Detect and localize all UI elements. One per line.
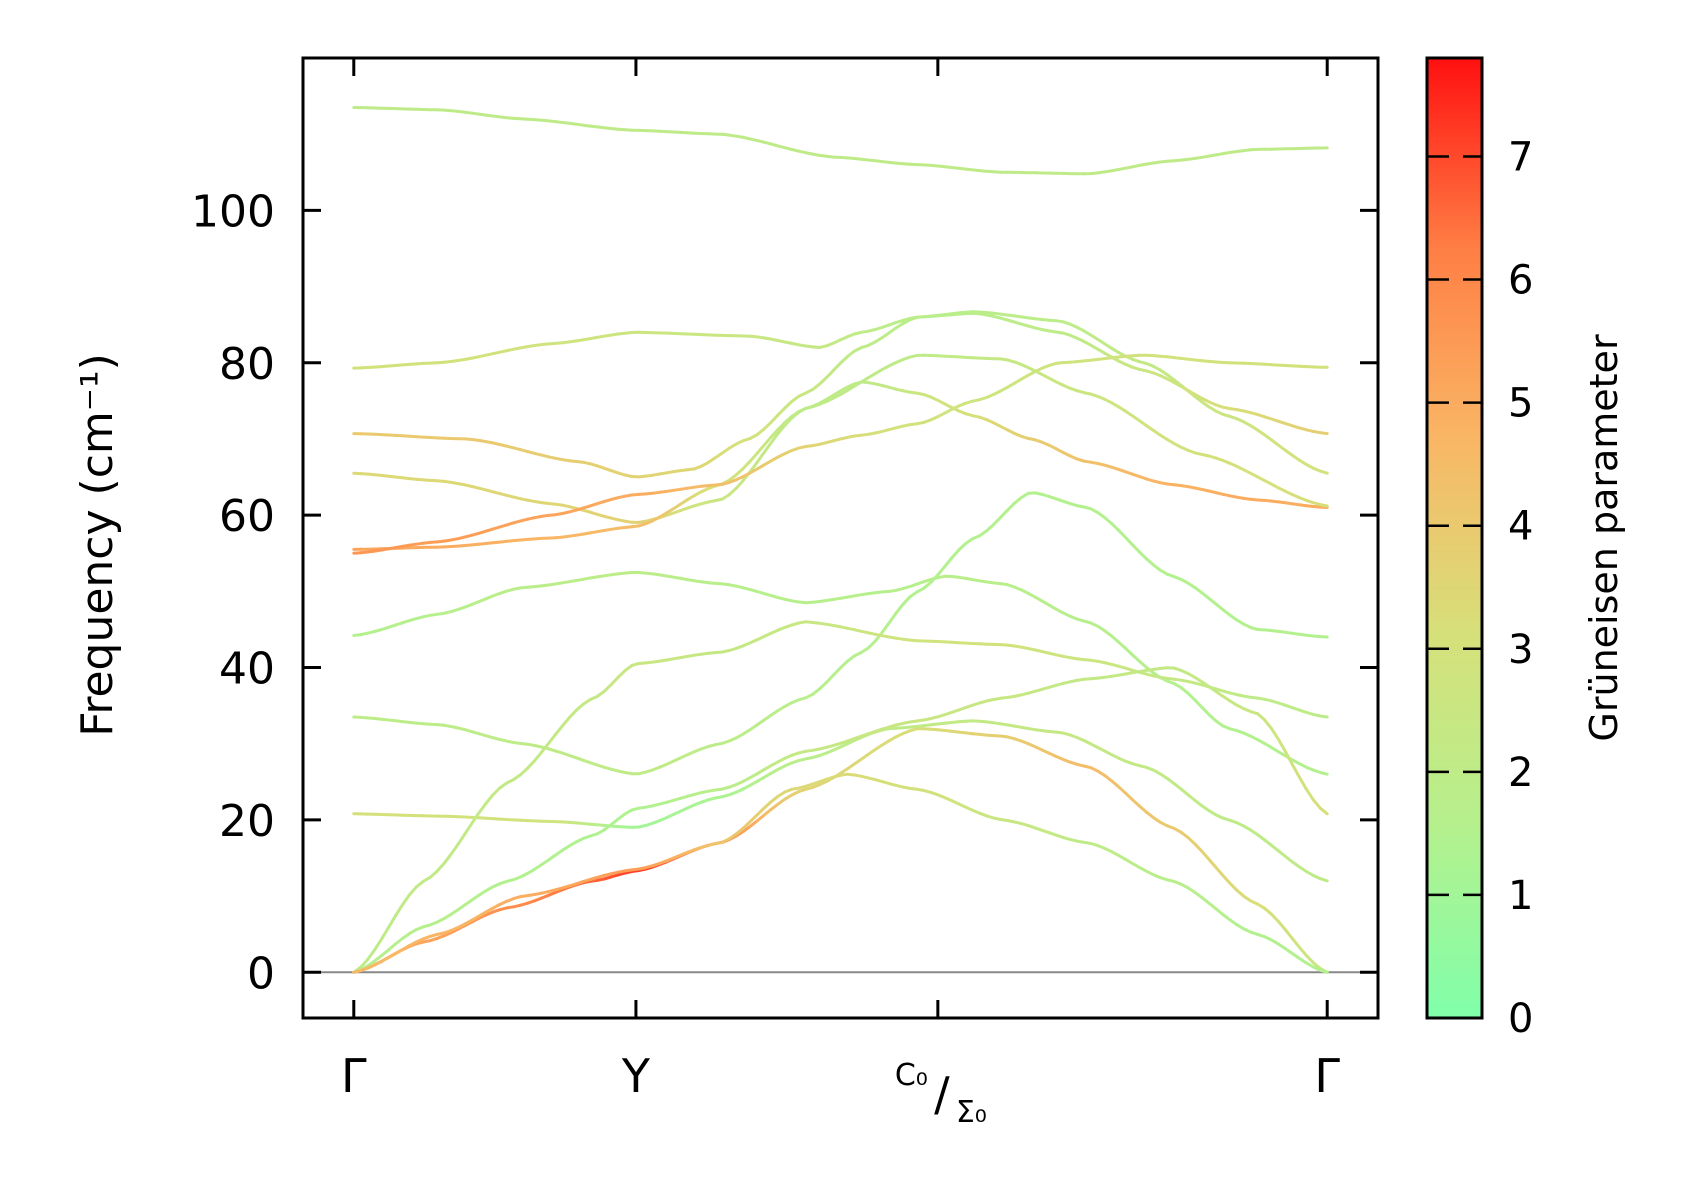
colorbar-tick-label: 3 bbox=[1508, 627, 1533, 673]
y-tick-label: 20 bbox=[219, 796, 275, 847]
band-segment bbox=[437, 863, 444, 871]
colorbar-tick-label: 5 bbox=[1508, 381, 1533, 427]
y-axis-label: Frequency (cm⁻¹) bbox=[72, 353, 123, 737]
band-segment bbox=[834, 668, 841, 675]
band-9 bbox=[354, 721, 1327, 881]
band-segment bbox=[1299, 777, 1306, 789]
band-segment bbox=[1223, 876, 1230, 884]
band-8 bbox=[354, 493, 1327, 774]
band-segment bbox=[1320, 716, 1327, 717]
band-segment bbox=[1209, 859, 1216, 867]
band-segment bbox=[1133, 545, 1140, 552]
y-tick-label: 80 bbox=[219, 339, 275, 390]
band-segment bbox=[743, 461, 750, 468]
band-segment bbox=[368, 950, 375, 960]
x-tick-label-lower: Σ₀ bbox=[956, 1095, 987, 1130]
colorbar-label: Grüneisen parameter bbox=[1582, 334, 1626, 742]
y-tick-label: 60 bbox=[219, 491, 275, 542]
band-segment bbox=[896, 604, 903, 613]
band-segment bbox=[1286, 930, 1293, 939]
band-1 bbox=[354, 108, 1327, 174]
band-segment bbox=[1306, 789, 1313, 800]
band-segment bbox=[403, 895, 410, 905]
band-segment bbox=[1320, 808, 1327, 814]
colorbar-tick-label: 6 bbox=[1508, 258, 1533, 304]
band-segment bbox=[1313, 800, 1320, 808]
band-segment bbox=[1272, 729, 1279, 740]
band-segment bbox=[1320, 471, 1327, 473]
colorbar-tick-label: 4 bbox=[1508, 504, 1533, 550]
band-segment bbox=[562, 718, 569, 726]
band-segment bbox=[409, 887, 416, 895]
band-segment bbox=[889, 613, 896, 623]
y-tick-label: 0 bbox=[247, 948, 275, 999]
band-segment bbox=[1320, 970, 1327, 972]
band-segment bbox=[1292, 939, 1299, 948]
band-4 bbox=[354, 382, 1327, 523]
band-segment bbox=[569, 710, 576, 717]
band-segment bbox=[375, 939, 382, 950]
band-segment bbox=[736, 481, 743, 489]
band-12 bbox=[354, 729, 1327, 973]
band-10 bbox=[354, 622, 1327, 973]
band-segment bbox=[1272, 914, 1279, 921]
band-segment bbox=[1279, 922, 1286, 930]
band-segment bbox=[396, 905, 403, 916]
band-segment bbox=[535, 752, 542, 760]
band-segment bbox=[938, 567, 945, 575]
band-segment bbox=[1216, 868, 1223, 876]
x-tick-label-slash: / bbox=[934, 1067, 950, 1121]
band-segment bbox=[1279, 740, 1286, 752]
band-segment bbox=[1320, 505, 1327, 506]
colorbar-tick-label: 7 bbox=[1508, 134, 1533, 180]
band-segment bbox=[945, 558, 952, 567]
band-segment bbox=[952, 550, 959, 558]
band-segment bbox=[834, 363, 841, 370]
colorbar bbox=[1427, 58, 1482, 1018]
band-segment bbox=[1202, 852, 1209, 860]
band-segment bbox=[1292, 765, 1299, 778]
band-segment bbox=[1000, 510, 1007, 517]
band-segment bbox=[611, 678, 618, 685]
band-segment bbox=[479, 804, 486, 814]
band-segment bbox=[827, 675, 834, 682]
x-tick-label: Y bbox=[621, 1049, 651, 1103]
x-tick-label: Γ bbox=[341, 1049, 367, 1103]
band-segment bbox=[528, 761, 535, 769]
band-segment bbox=[903, 597, 910, 604]
band-segment bbox=[882, 623, 889, 633]
band-segment bbox=[1119, 530, 1126, 537]
y-tick-label: 40 bbox=[219, 644, 275, 695]
band-segment bbox=[549, 735, 556, 744]
band-segment bbox=[1320, 773, 1327, 775]
x-tick-label: Γ bbox=[1314, 1049, 1340, 1103]
colorbar-tick-label: 0 bbox=[1508, 996, 1533, 1042]
band-13 bbox=[354, 774, 1327, 972]
band-segment bbox=[465, 823, 472, 834]
y-tick-label: 100 bbox=[191, 186, 275, 237]
band-segment bbox=[486, 795, 493, 804]
band-segment bbox=[382, 927, 389, 939]
band-segment bbox=[771, 415, 778, 422]
band-segment bbox=[458, 834, 465, 844]
colorbar-tick-label: 2 bbox=[1508, 750, 1533, 796]
colorbar-tick-label: 1 bbox=[1508, 873, 1533, 919]
band-segment bbox=[1320, 879, 1327, 881]
band-segment bbox=[1195, 844, 1202, 851]
band-segment bbox=[444, 854, 451, 863]
band-segment bbox=[750, 453, 757, 461]
band-segment bbox=[1320, 433, 1327, 434]
band-segment bbox=[451, 844, 458, 854]
band-segment bbox=[389, 916, 396, 928]
band-segment bbox=[1299, 947, 1306, 955]
x-tick-label-upper: C₀ bbox=[895, 1058, 928, 1093]
band-segment bbox=[1126, 538, 1133, 545]
band-segment bbox=[555, 726, 562, 735]
band-segment bbox=[1265, 720, 1272, 729]
band-segment bbox=[1195, 700, 1202, 707]
